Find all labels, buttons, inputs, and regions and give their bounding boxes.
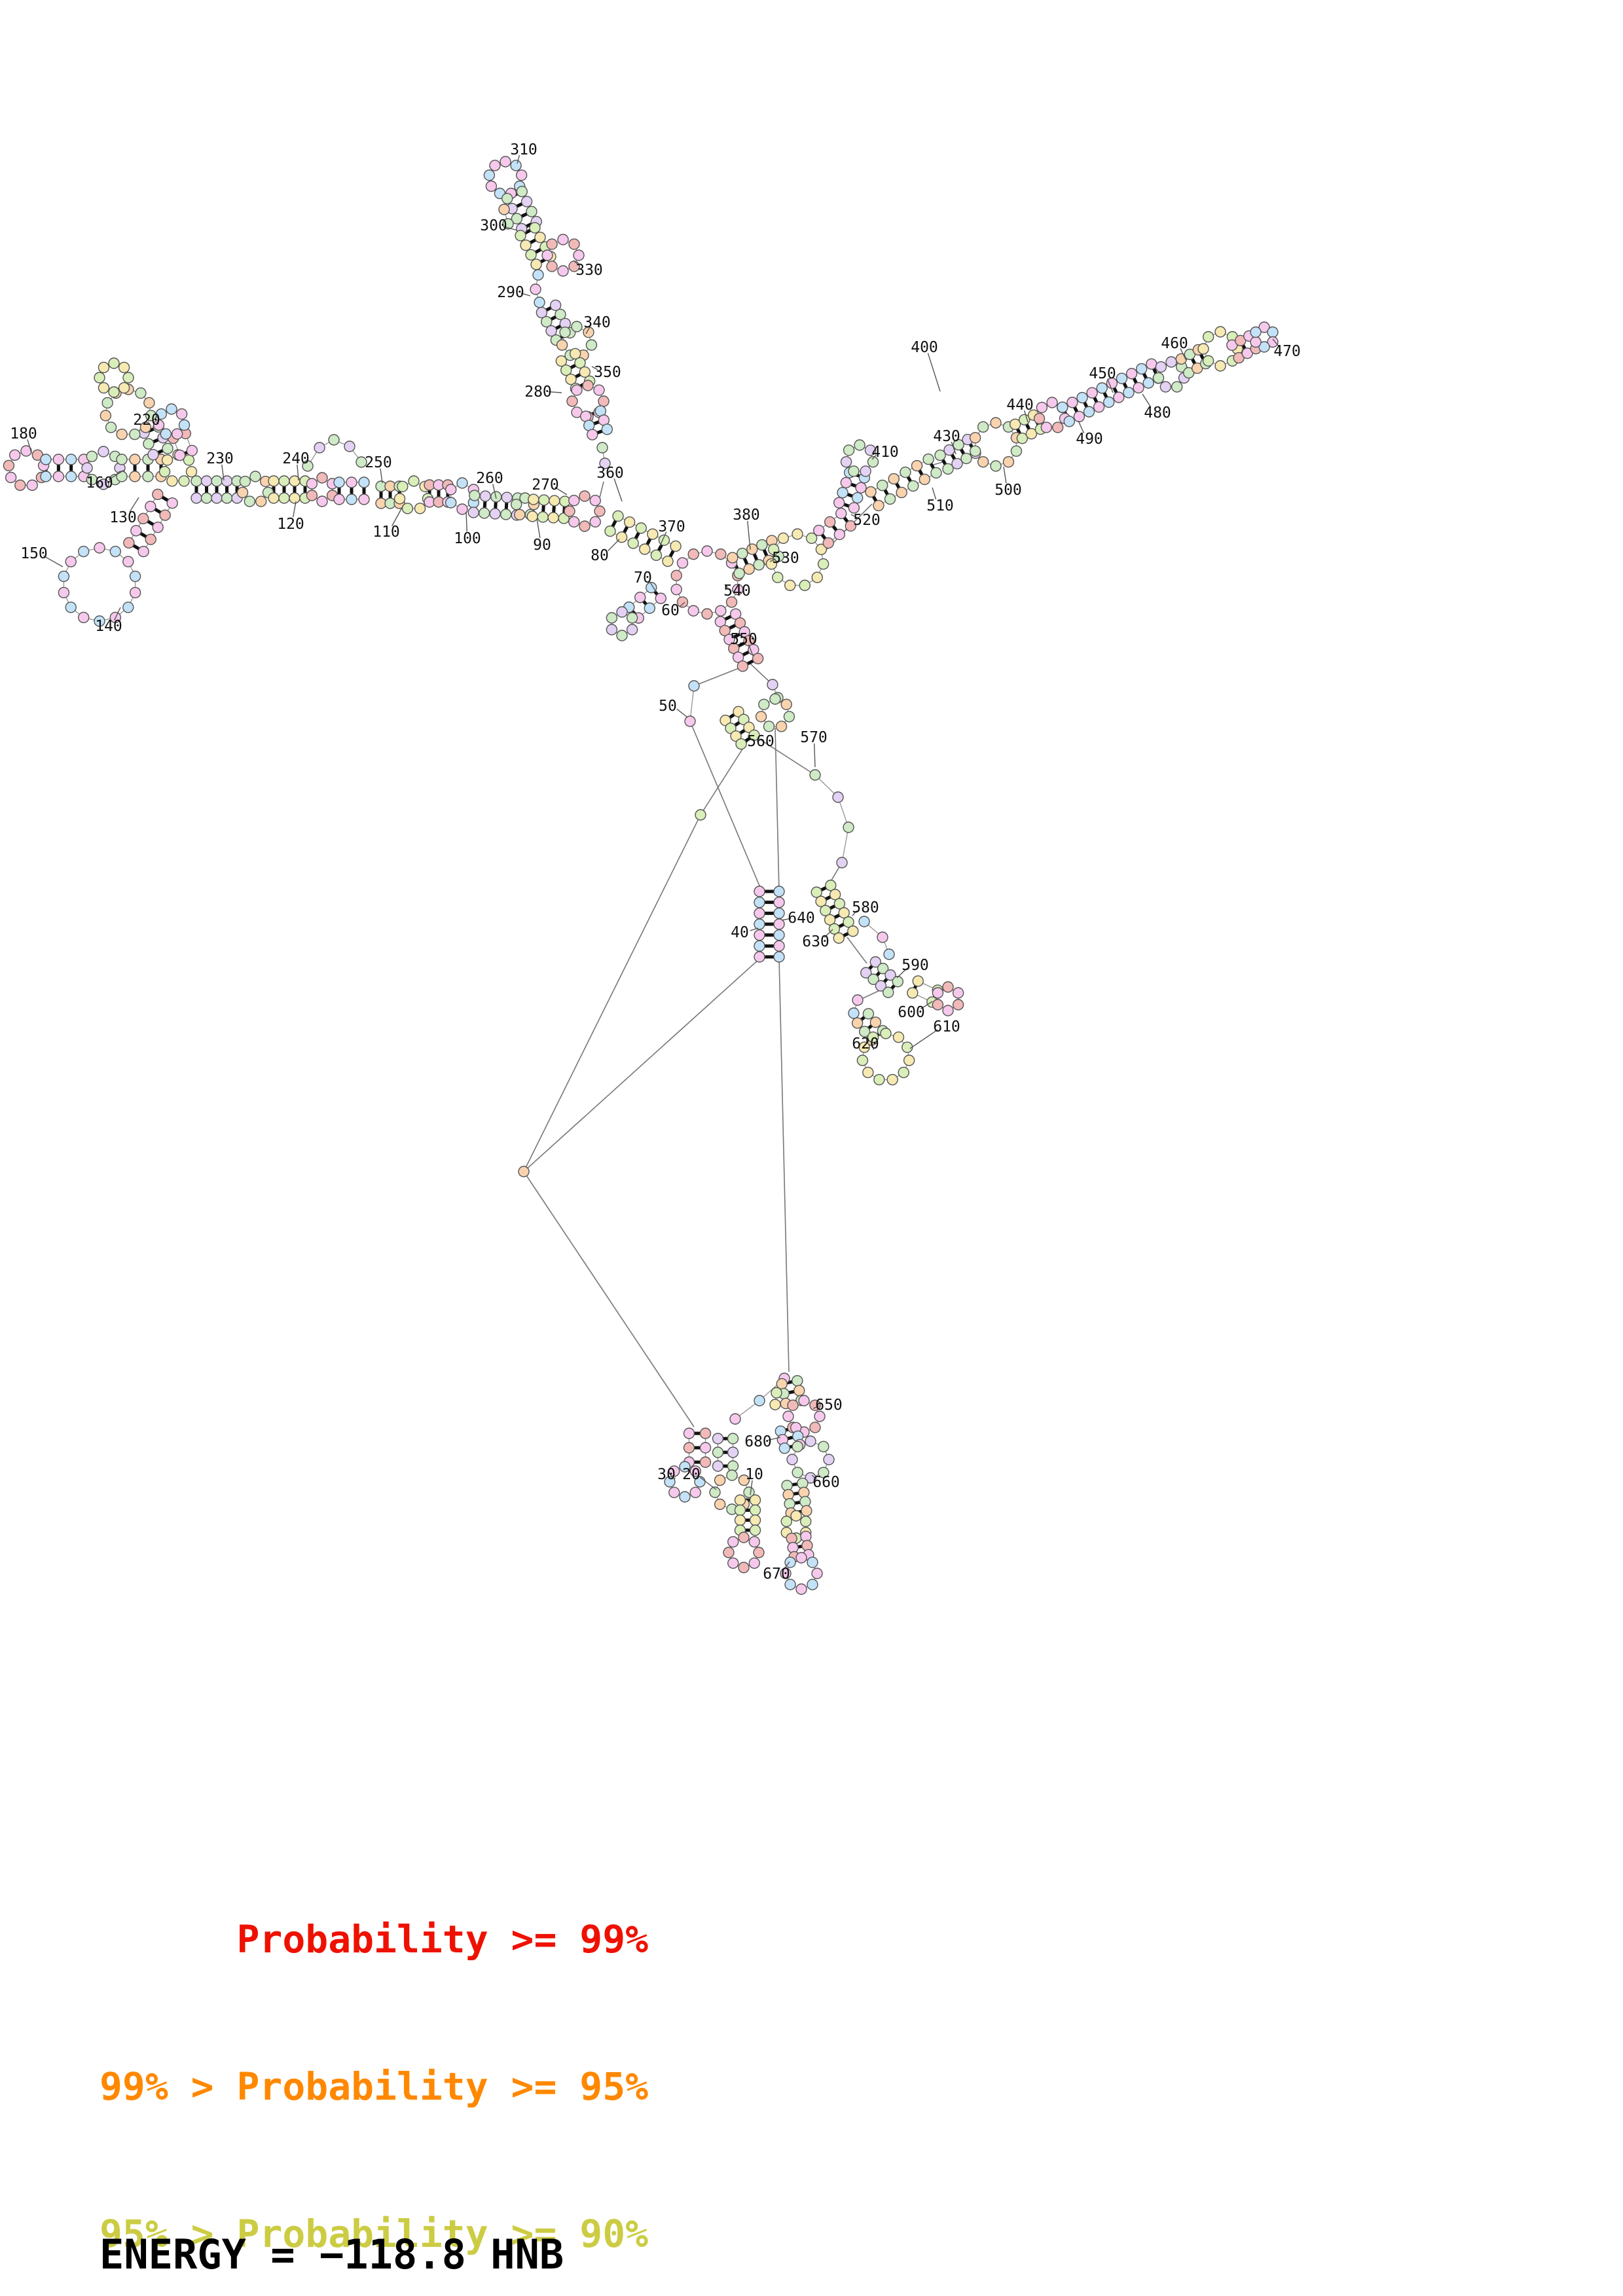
position-label-280: 280 xyxy=(524,384,552,401)
position-label-180: 180 xyxy=(10,425,37,442)
position-label-140: 140 xyxy=(95,618,122,635)
position-labels: 10 20 30 40 50 60 70 80 90 100 110 120 130 140 150 160 1… xyxy=(10,141,1301,1583)
position-label-300: 300 xyxy=(480,217,507,234)
probability-legend: Probability >= 99% 99% > Probability >= … xyxy=(100,1817,648,2296)
position-label-640: 640 xyxy=(788,910,815,927)
position-label-360: 360 xyxy=(596,465,624,482)
position-label-150: 150 xyxy=(20,545,48,562)
position-label-50: 50 xyxy=(659,698,677,715)
position-label-260: 260 xyxy=(476,470,503,487)
position-label-500: 500 xyxy=(994,482,1022,499)
position-label-670: 670 xyxy=(763,1566,790,1583)
position-label-110: 110 xyxy=(373,524,400,541)
position-label-570: 570 xyxy=(800,729,828,746)
legend-row-95: 99% > Probability >= 95% xyxy=(100,2064,649,2109)
position-label-370: 370 xyxy=(658,518,685,535)
backbone-lines xyxy=(8,161,1273,1590)
position-label-610: 610 xyxy=(933,1018,960,1035)
energy-label: ENERGY = −118.8 HNB xyxy=(100,2231,564,2278)
position-label-560: 560 xyxy=(747,733,775,750)
position-label-340: 340 xyxy=(583,314,611,331)
position-label-120: 120 xyxy=(277,516,304,533)
position-label-580: 580 xyxy=(852,899,879,916)
position-label-240: 240 xyxy=(282,450,310,467)
position-label-90: 90 xyxy=(533,537,551,554)
position-label-470: 470 xyxy=(1273,343,1301,360)
position-label-480: 480 xyxy=(1144,404,1171,422)
position-label-310: 310 xyxy=(510,141,538,158)
position-label-80: 80 xyxy=(591,547,609,564)
position-label-440: 440 xyxy=(1006,397,1034,414)
position-label-410: 410 xyxy=(871,444,899,461)
position-label-400: 400 xyxy=(911,339,938,356)
position-label-60: 60 xyxy=(661,602,680,619)
position-label-40: 40 xyxy=(731,924,749,941)
position-label-450: 450 xyxy=(1089,365,1116,382)
position-label-290: 290 xyxy=(497,284,524,301)
position-label-510: 510 xyxy=(926,497,954,514)
position-label-20: 20 xyxy=(682,1466,701,1483)
position-label-520: 520 xyxy=(853,512,881,529)
position-label-250: 250 xyxy=(365,454,392,471)
position-label-350: 350 xyxy=(594,364,621,381)
position-label-460: 460 xyxy=(1161,335,1188,352)
position-label-70: 70 xyxy=(634,569,652,586)
position-label-380: 380 xyxy=(733,507,760,524)
position-label-490: 490 xyxy=(1076,431,1103,448)
position-label-330: 330 xyxy=(575,262,603,279)
position-label-430: 430 xyxy=(933,428,960,445)
position-label-100: 100 xyxy=(454,530,481,547)
position-label-660: 660 xyxy=(812,1474,840,1491)
position-label-650: 650 xyxy=(815,1397,843,1414)
position-label-550: 550 xyxy=(730,631,757,648)
position-label-530: 530 xyxy=(772,550,799,567)
position-label-680: 680 xyxy=(744,1433,772,1450)
position-label-130: 130 xyxy=(109,509,137,526)
nucleotide-dots xyxy=(3,156,1279,1595)
position-label-590: 590 xyxy=(902,957,929,974)
position-label-160: 160 xyxy=(86,475,113,492)
position-label-630: 630 xyxy=(802,933,830,950)
base-pair-rungs xyxy=(44,190,1258,1559)
position-label-220: 220 xyxy=(133,412,160,429)
position-label-620: 620 xyxy=(852,1035,879,1052)
position-label-270: 270 xyxy=(532,476,559,493)
position-label-600: 600 xyxy=(898,1004,925,1021)
position-label-540: 540 xyxy=(723,583,751,600)
legend-row-99: Probability >= 99% xyxy=(100,1917,649,1962)
position-label-30: 30 xyxy=(657,1466,676,1483)
position-label-10: 10 xyxy=(745,1466,763,1483)
legend-row-90: 95% > Probability >= 90% xyxy=(100,2212,649,2256)
position-label-230: 230 xyxy=(206,450,234,467)
